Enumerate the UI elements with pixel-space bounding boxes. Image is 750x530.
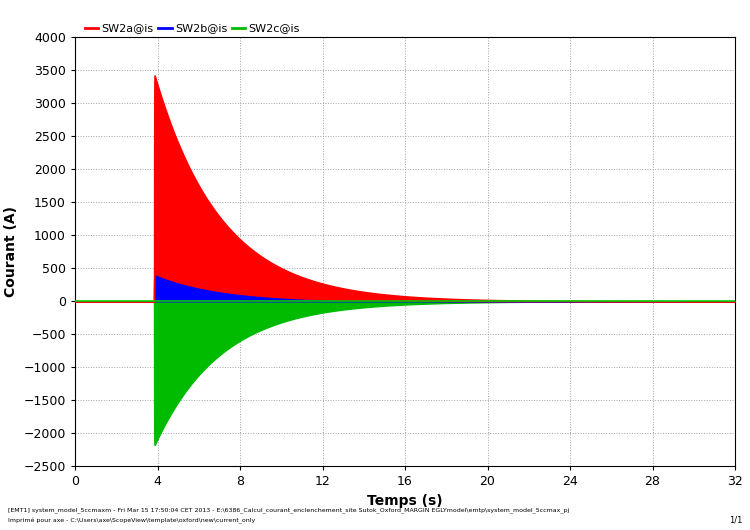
- Text: Imprimé pour axe - C:\Users\axe\ScopeView\template\oxford\new\current_only: Imprimé pour axe - C:\Users\axe\ScopeVie…: [8, 518, 255, 524]
- Y-axis label: Courant (A): Courant (A): [4, 206, 18, 297]
- Legend: SW2a@is, SW2b@is, SW2c@is: SW2a@is, SW2b@is, SW2c@is: [80, 19, 304, 38]
- X-axis label: Temps (s): Temps (s): [368, 494, 442, 508]
- Text: [EMT1] system_model_5ccmaxm - Fri Mar 15 17:50:04 CET 2013 - E:\6386_Calcul_cour: [EMT1] system_model_5ccmaxm - Fri Mar 15…: [8, 507, 568, 513]
- Text: 1/1: 1/1: [729, 515, 742, 524]
